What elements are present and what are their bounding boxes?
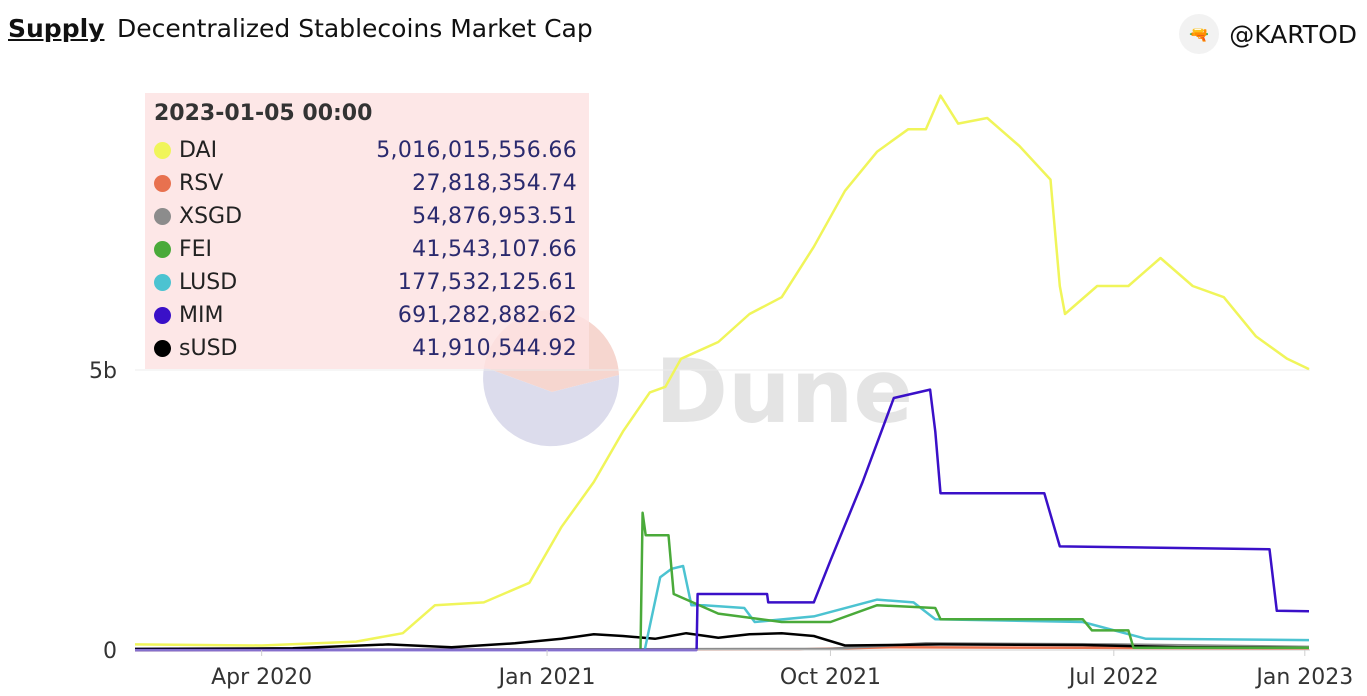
chart-series [134, 94, 1310, 652]
legend-dot-icon [154, 142, 171, 159]
hover-tooltip: 2023-01-05 00:00 DAI 5,016,015,556.66 RSV 2… [145, 93, 589, 369]
x-tick-label: Apr 2020 [211, 665, 312, 690]
chart-axes: 0 5b Apr 2020 Jan 2021 Oct 2021 Jul 2022 Jan 2… [89, 359, 1353, 690]
x-tick-label: Oct 2021 [780, 665, 881, 690]
tooltip-series-value: 177,532,125.61 [397, 270, 577, 295]
watermark-slice [483, 367, 620, 447]
author-link[interactable]: 🔫 @KARTOD [1179, 14, 1357, 54]
tooltip-series-name: DAI [179, 138, 218, 163]
watermark-text: Dune [655, 340, 913, 443]
tooltip-series-value: 5,016,015,556.66 [376, 138, 577, 163]
x-tick-label: Jul 2022 [1067, 665, 1159, 690]
tooltip-row-dai: DAI 5,016,015,556.66 [154, 134, 577, 167]
tooltip-series-name: RSV [179, 171, 224, 196]
legend-dot-icon [154, 208, 171, 225]
series-line-fei [639, 511, 1310, 651]
dashboard-header: Supply Decentralized Stablecoins Market … [8, 10, 1357, 54]
tooltip-series-name: LUSD [179, 270, 238, 295]
x-tick-label: Jan 2023 [1254, 665, 1353, 690]
avatar: 🔫 [1179, 14, 1220, 54]
author-handle[interactable]: @KARTOD [1229, 19, 1357, 49]
legend-dot-icon [154, 274, 171, 291]
tooltip-series-value: 41,543,107.66 [412, 237, 577, 262]
legend-dot-icon [154, 307, 171, 324]
y-tick-label: 5b [89, 359, 117, 384]
tooltip-series-value: 54,876,953.51 [412, 204, 577, 229]
tooltip-series-name: MIM [179, 303, 224, 328]
breadcrumb-supply[interactable]: Supply [8, 14, 105, 43]
tooltip-row-susd: sUSD 41,910,544.92 [154, 332, 577, 365]
tooltip-series-value: 691,282,882.62 [397, 303, 577, 328]
series-line-dai [134, 94, 1310, 647]
x-tick-label: Jan 2021 [497, 665, 596, 690]
series-line-susd [134, 631, 1310, 651]
tooltip-series-value: 27,818,354.74 [412, 171, 577, 196]
tooltip-series-value: 41,910,544.92 [412, 336, 577, 361]
tooltip-date: 2023-01-05 00:00 [154, 101, 373, 126]
tooltip-row-fei: FEI 41,543,107.66 [154, 233, 577, 266]
series-line-mim [135, 388, 1310, 652]
tooltip-row-mim: MIM 691,282,882.62 [154, 299, 577, 332]
legend-dot-icon [154, 175, 171, 192]
tooltip-series-name: FEI [179, 237, 213, 262]
tooltip-row-rsv: RSV 27,818,354.74 [154, 167, 577, 200]
y-tick-label: 0 [103, 639, 117, 664]
chart-title: Decentralized Stablecoins Market Cap [117, 14, 593, 43]
series-line-lusd [643, 564, 1310, 651]
legend-dot-icon [154, 340, 171, 357]
tooltip-series-name: sUSD [179, 336, 238, 361]
tooltip-row-lusd: LUSD 177,532,125.61 [154, 266, 577, 299]
tooltip-row-xsgd: XSGD 54,876,953.51 [154, 200, 577, 233]
tooltip-rows: DAI 5,016,015,556.66 RSV 27,818,354.74 XSGD 5… [154, 134, 577, 365]
tooltip-series-name: XSGD [179, 204, 243, 229]
legend-dot-icon [154, 241, 171, 258]
